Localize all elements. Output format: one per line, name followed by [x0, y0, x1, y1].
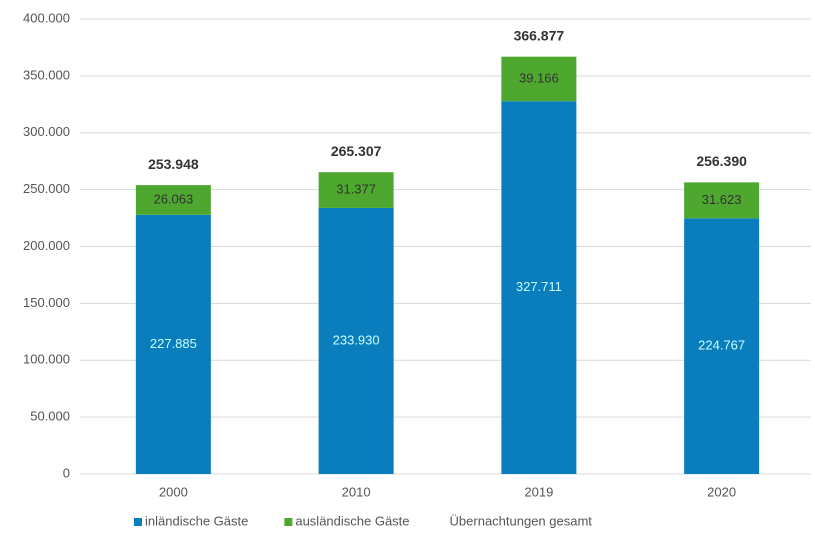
x-tick-label: 2019: [524, 484, 553, 499]
y-tick-label: 50.000: [30, 409, 70, 424]
legend-label: ausländische Gäste: [295, 513, 409, 528]
bar-segment: [684, 218, 760, 474]
y-tick-label: 0: [63, 465, 70, 480]
legend-label: inländische Gäste: [145, 513, 248, 528]
value-label: 224.767: [698, 338, 745, 353]
x-tick-label: 2000: [159, 484, 188, 499]
y-tick-label: 100.000: [23, 352, 70, 367]
value-label: 327.711: [516, 279, 562, 294]
value-label: 31.377: [336, 181, 376, 196]
bar-segment: [501, 56, 577, 102]
total-label: 366.877: [514, 27, 565, 43]
y-tick-label: 400.000: [23, 10, 70, 25]
value-label: 31.623: [702, 192, 742, 207]
total-label: 265.307: [331, 143, 382, 159]
y-tick-label: 350.000: [23, 67, 70, 82]
value-label: 26.063: [153, 191, 193, 206]
legend-label: Übernachtungen gesamt: [450, 513, 593, 528]
value-label: 39.166: [519, 70, 559, 85]
y-tick-label: 200.000: [23, 238, 70, 253]
bar-segment: [135, 185, 211, 215]
legend-swatch: [134, 518, 142, 526]
value-label: 227.885: [150, 336, 197, 351]
total-label: 256.390: [696, 153, 747, 169]
bar-segment: [501, 101, 577, 475]
x-tick-label: 2020: [707, 484, 736, 499]
value-label: 233.930: [333, 332, 380, 347]
y-tick-label: 250.000: [23, 181, 70, 196]
bar-segment: [318, 172, 394, 208]
bar-segment: [318, 207, 394, 474]
total-label: 253.948: [148, 156, 199, 172]
legend-swatch: [284, 518, 293, 526]
y-tick-label: 150.000: [23, 295, 70, 310]
bar-segment: [135, 214, 211, 474]
y-tick-label: 300.000: [23, 124, 70, 139]
x-tick-label: 2010: [342, 484, 371, 499]
bar-segment: [684, 182, 760, 219]
